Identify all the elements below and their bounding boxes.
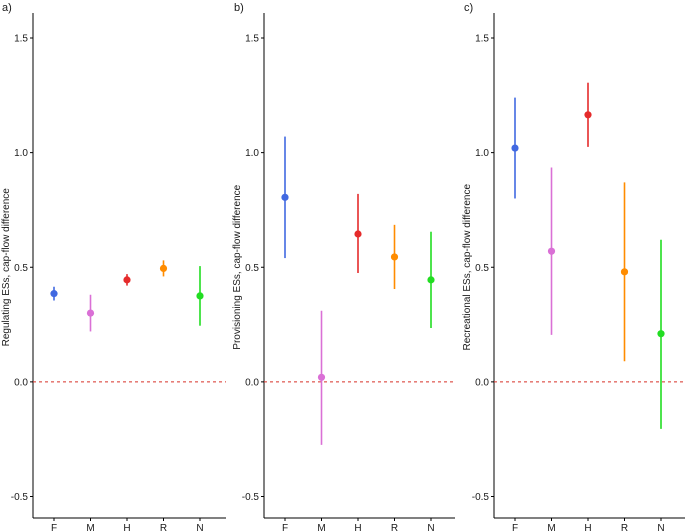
y-tick-label: -0.5 (242, 492, 260, 503)
panel-c: c) Recreational ESs, cap-flow difference -… (462, 2, 685, 532)
x-tick-label: R (621, 523, 628, 532)
point-H (354, 230, 362, 238)
point-N (657, 330, 665, 338)
y-tick-label: 0.5 (14, 263, 28, 274)
point-F (50, 290, 58, 298)
y-tick-label: 0.0 (475, 377, 489, 388)
point-H (584, 111, 592, 119)
y-axis-label: Provisioning ESs, cap-flow difference (232, 184, 243, 349)
x-tick-label: H (354, 523, 361, 532)
y-tick-label: -0.5 (11, 492, 29, 503)
point-R (620, 268, 629, 276)
y-tick-label: 0.5 (475, 263, 489, 274)
point-H (123, 276, 131, 284)
panel-b: b) Provisioning ESs, cap-flow difference -… (232, 2, 455, 532)
point-N (427, 276, 435, 284)
point-M (547, 247, 556, 255)
y-axis-label: Recreational ESs, cap-flow difference (462, 184, 473, 351)
point-R (390, 253, 399, 261)
point-F (511, 144, 519, 152)
point-N (196, 292, 204, 300)
y-tick-label: 0.0 (245, 377, 259, 388)
panel-tag: c) (464, 2, 473, 14)
x-tick-label: M (86, 523, 94, 532)
x-tick-label: M (317, 523, 325, 532)
x-tick-label: F (282, 523, 288, 532)
y-tick-label: -0.5 (472, 492, 490, 503)
x-tick-label: H (123, 523, 130, 532)
y-tick-label: 1.0 (245, 148, 259, 159)
x-tick-label: R (160, 523, 167, 532)
y-tick-label: 1.0 (475, 148, 489, 159)
y-tick-label: 1.5 (245, 34, 259, 45)
x-tick-label: M (547, 523, 555, 532)
y-axis-label: Regulating ESs, cap-flow difference (1, 188, 12, 347)
x-tick-label: N (196, 523, 203, 532)
y-tick-label: 1.5 (14, 34, 28, 45)
point-M (317, 373, 326, 381)
y-tick-label: 1.5 (475, 34, 489, 45)
x-tick-label: N (657, 523, 664, 532)
x-tick-label: F (512, 523, 518, 532)
point-R (159, 264, 168, 272)
panel-tag: b) (234, 2, 244, 14)
point-F (281, 193, 289, 201)
x-tick-label: R (391, 523, 398, 532)
y-tick-label: 0.0 (14, 377, 28, 388)
point-M (86, 309, 95, 317)
panel-tag: a) (2, 2, 12, 14)
x-tick-label: F (51, 523, 57, 532)
y-tick-label: 1.0 (14, 148, 28, 159)
x-tick-label: H (584, 523, 591, 532)
y-tick-label: 0.5 (245, 263, 259, 274)
x-tick-label: N (427, 523, 434, 532)
panel-a: a) Regulating ESs, cap-flow difference -0.… (1, 2, 226, 532)
